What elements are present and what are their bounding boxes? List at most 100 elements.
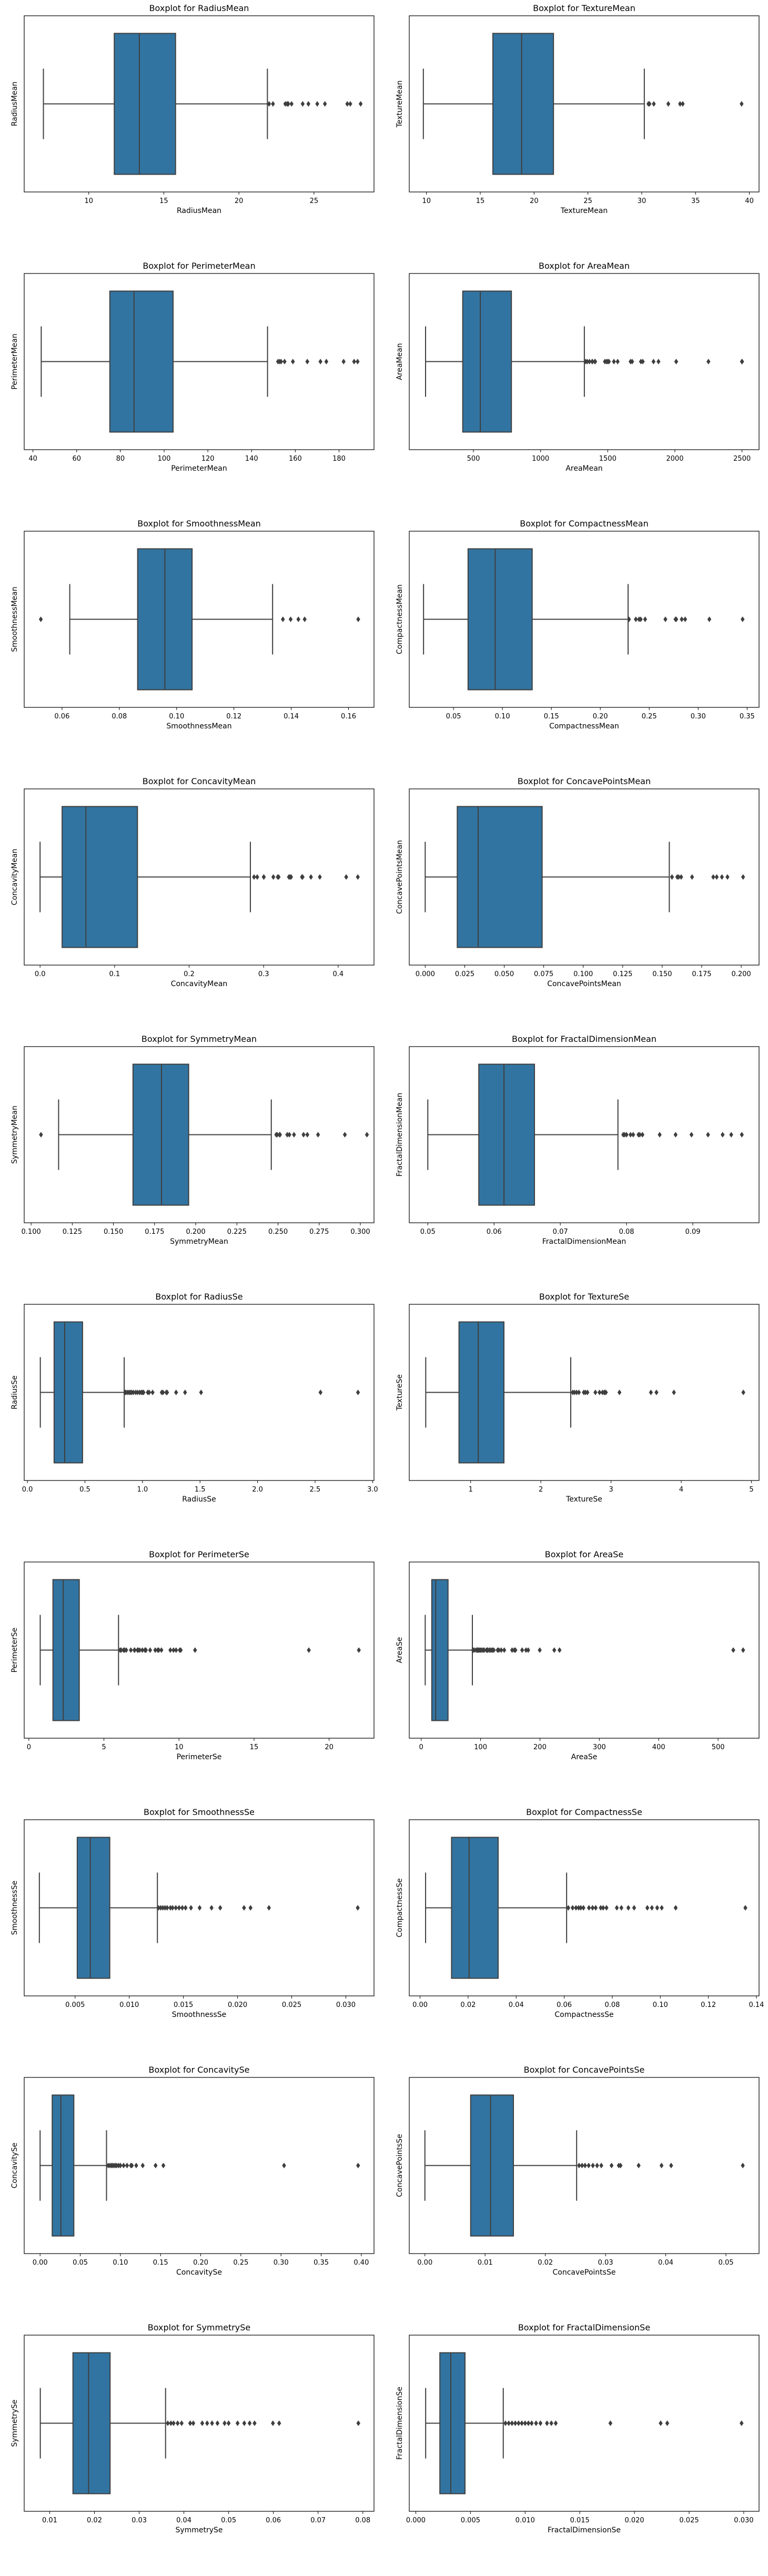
outlier-point [341, 359, 346, 364]
outlier-point [128, 1647, 133, 1653]
outlier-point [170, 1905, 175, 1911]
outlier-point [529, 2420, 534, 2426]
outlier-point [617, 1390, 622, 1395]
subplot-title: Boxplot for RadiusMean [149, 3, 249, 13]
x-axis-label: PerimeterSe [177, 1753, 222, 1761]
outlier-point [681, 101, 685, 107]
outlier-point [513, 1647, 518, 1653]
subplot: Boxplot for PerimeterMean 40 60 80 100 120 140… [11, 261, 375, 473]
outlier-point [302, 616, 307, 622]
x-tick-label: 0.15 [153, 2259, 168, 2267]
y-axis-label: TextureSe [396, 1374, 404, 1411]
outlier-point [640, 1132, 645, 1138]
outlier-point [199, 1390, 203, 1395]
subplot: Boxplot for SmoothnessMean 0.06 0.08 0.10 0.… [11, 519, 375, 731]
y-axis-label: ConcavePointsMean [396, 840, 404, 914]
x-axis-label: AreaMean [565, 464, 602, 473]
outlier-point [595, 2163, 599, 2168]
outlier-point [587, 359, 592, 364]
axes-frame [24, 2335, 375, 2512]
x-tick-label: 0.02 [460, 2001, 476, 2009]
outlier-point [557, 1647, 562, 1653]
y-axis-label: RadiusSe [11, 1375, 19, 1409]
y-axis-label: ConcavityMean [11, 849, 19, 906]
x-tick-label: 0.03 [132, 2517, 147, 2524]
x-tick-label: 0.200 [186, 1228, 205, 1236]
outlier-point [720, 1132, 725, 1138]
outlier-point [184, 1905, 188, 1911]
x-tick-label: 0.020 [228, 2001, 247, 2009]
x-tick-label: 0.175 [145, 1228, 164, 1236]
x-tick-label: 0.125 [63, 1228, 82, 1236]
x-tick-label: 0.04 [509, 2001, 524, 2009]
subplot-title: Boxplot for RadiusSe [155, 1292, 242, 1302]
x-axis-label: RadiusSe [182, 1495, 216, 1504]
outlier-point [356, 2163, 360, 2168]
x-tick-label: 0.01 [42, 2517, 57, 2524]
outlier-point [597, 1390, 602, 1395]
x-tick-label: 0.2 [184, 970, 195, 978]
subplot-title: Boxplot for PerimeterSe [149, 1549, 249, 1559]
x-axis-label: FractalDimensionMean [542, 1238, 626, 1246]
outlier-point [193, 1647, 197, 1653]
outlier-point [740, 616, 745, 622]
x-axis-label: ConcavityMean [171, 980, 228, 988]
outlier-point [39, 1132, 43, 1138]
subplot-title: Boxplot for TextureMean [533, 3, 635, 13]
outlier-point [663, 616, 668, 622]
outlier-point [307, 1647, 311, 1653]
subplot-title: Boxplot for AreaMean [539, 261, 630, 271]
x-tick-label: 2500 [733, 455, 751, 463]
outlier-point [140, 2163, 145, 2168]
subplot: Boxplot for TextureMean 10 15 20 25 30 35 40 Tex… [396, 3, 760, 215]
y-axis-label: CompactnessSe [396, 1878, 404, 1937]
iqr-box [114, 33, 176, 175]
axes-frame [409, 1561, 760, 1739]
outlier-point [647, 101, 652, 107]
outlier-point [743, 1905, 747, 1911]
outlier-point [638, 1132, 642, 1138]
outlier-point [267, 1905, 271, 1911]
x-tick-label: 35 [691, 197, 700, 205]
outlier-point [587, 1905, 591, 1911]
outlier-point [583, 2163, 587, 2168]
x-tick-label: 0.225 [227, 1228, 247, 1236]
subplot: Boxplot for RadiusSe 0.0 0.5 1.0 1.5 2.0 2.5 3.… [11, 1292, 378, 1504]
x-tick-label: 1 [469, 1486, 473, 1494]
iqr-box [457, 806, 543, 948]
outlier-point [619, 1905, 624, 1911]
y-axis-label: SymmetrySe [11, 2399, 19, 2447]
outlier-point [279, 359, 284, 364]
outlier-point [218, 1905, 223, 1911]
x-tick-label: 0.25 [233, 2259, 248, 2267]
outlier-point [549, 2420, 553, 2426]
outlier-point [631, 1132, 635, 1138]
outlier-point [741, 2163, 745, 2168]
outlier-point [626, 616, 631, 622]
outlier-point [520, 1647, 524, 1653]
x-tick-label: 25 [310, 197, 319, 205]
outlier-point [171, 1647, 176, 1653]
outlier-point [348, 101, 352, 107]
x-tick-label: 2 [539, 1486, 543, 1494]
axes-frame [409, 1819, 760, 1996]
x-tick-label: 0.075 [534, 970, 553, 978]
x-axis-label: CompactnessSe [554, 2011, 613, 2019]
subplot-title: Boxplot for PerimeterMean [143, 261, 255, 271]
outlier-point [689, 1132, 694, 1138]
outlier-point [690, 874, 694, 880]
subplot: Boxplot for FractalDimensionMean 0.05 0.06… [396, 1034, 760, 1246]
outlier-point [277, 2420, 281, 2426]
y-axis-label: ConcavitySe [11, 2143, 19, 2188]
outlier-point [345, 101, 349, 107]
y-axis-label: SmoothnessMean [11, 586, 19, 652]
outlier-point [252, 2420, 257, 2426]
outlier-point [725, 874, 730, 880]
x-tick-label: 2.0 [252, 1486, 263, 1494]
subplot: Boxplot for SymmetryMean 0.100 0.125 0.150 0… [11, 1034, 375, 1246]
outlier-point [674, 359, 679, 364]
outlier-point [300, 101, 305, 107]
outlier-point [191, 2420, 196, 2426]
outlier-point [197, 1905, 202, 1911]
x-tick-label: 15 [476, 197, 485, 205]
